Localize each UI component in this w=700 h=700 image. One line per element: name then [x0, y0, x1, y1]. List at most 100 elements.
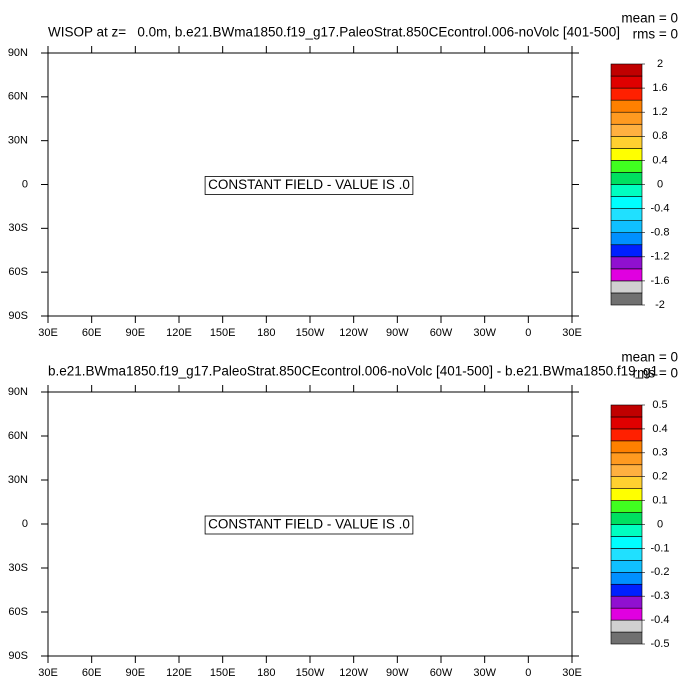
- colorbar-box: [610, 148, 643, 161]
- colorbar-box: [610, 428, 643, 442]
- colorbar-box: [610, 280, 643, 294]
- colorbar-label: -0.4: [651, 614, 670, 626]
- x-tick-label: 30W: [473, 327, 496, 339]
- colorbar-box: [610, 476, 643, 489]
- colorbar-label: -0.5: [651, 638, 670, 650]
- mean-label: mean = 0: [621, 350, 678, 365]
- colorbar-box: [610, 220, 643, 233]
- colorbar-box: [610, 292, 643, 306]
- x-tick-label: 30E: [38, 667, 58, 679]
- x-tick-label: 150E: [210, 327, 236, 339]
- colorbar-box: [610, 172, 643, 185]
- colorbar-label: 0.1: [652, 495, 667, 507]
- x-tick-label: 150W: [296, 327, 325, 339]
- x-tick-label: 120W: [339, 327, 368, 339]
- x-tick-label: 90W: [386, 667, 409, 679]
- colorbar-box: [610, 208, 643, 221]
- x-tick-label: 180: [257, 667, 275, 679]
- colorbar-label: 0.8: [652, 130, 667, 142]
- colorbar-box: [610, 583, 643, 597]
- colorbar-box: [610, 416, 643, 430]
- colorbar-label: 1.6: [652, 82, 667, 94]
- colorbar-label: -0.1: [651, 542, 670, 554]
- x-tick-label: 0: [525, 667, 531, 679]
- x-tick-label: 90E: [126, 667, 146, 679]
- colorbar-box: [610, 536, 643, 549]
- colorbar-box: [610, 136, 643, 149]
- colorbar-box: [610, 464, 643, 477]
- mean-label: mean = 0: [621, 11, 678, 26]
- y-tick-label: 0: [22, 518, 28, 530]
- x-tick-label: 90W: [386, 327, 409, 339]
- annotation: CONSTANT FIELD - VALUE IS .0: [208, 517, 410, 532]
- colorbar-box: [610, 524, 643, 537]
- x-tick-label: 60W: [430, 327, 453, 339]
- colorbar-box: [610, 404, 643, 418]
- colorbar-label: -0.3: [651, 590, 670, 602]
- colorbar-box: [610, 488, 643, 501]
- x-tick-label: 30E: [562, 327, 582, 339]
- colorbar-box: [610, 160, 643, 173]
- colorbar-label: -1.6: [651, 275, 670, 287]
- x-tick-label: 30E: [562, 667, 582, 679]
- annotation: CONSTANT FIELD - VALUE IS .0: [208, 177, 410, 192]
- colorbar-box: [610, 75, 643, 89]
- colorbar-box: [610, 595, 643, 609]
- y-tick-label: 30N: [8, 135, 28, 147]
- colorbar-label: -2: [655, 299, 665, 311]
- y-tick-label: 90N: [8, 47, 28, 59]
- colorbar-label: 0.5: [652, 399, 667, 411]
- colorbar-box: [610, 268, 643, 282]
- colorbar-box: [610, 123, 643, 137]
- colorbar-box: [610, 607, 643, 621]
- y-tick-label: 60S: [8, 266, 28, 278]
- colorbar-label: -0.2: [651, 566, 670, 578]
- plot-title: b.e21.BWma1850.f19_g17.PaleoStrat.850CEc…: [48, 364, 658, 379]
- colorbar-label: 0.3: [652, 447, 667, 459]
- x-tick-label: 30W: [473, 667, 496, 679]
- plot-title: WISOP at z= 0.0m, b.e21.BWma1850.f19_g17…: [48, 25, 620, 40]
- x-tick-label: 120E: [166, 667, 192, 679]
- colorbar-box: [610, 244, 643, 258]
- x-tick-label: 150W: [296, 667, 325, 679]
- y-tick-label: 30S: [8, 222, 28, 234]
- colorbar-box: [610, 440, 643, 454]
- colorbar-box: [610, 99, 643, 113]
- colorbar-label: 0.4: [652, 154, 667, 166]
- colorbar-label: 1.2: [652, 106, 667, 118]
- colorbar-box: [610, 452, 643, 466]
- y-tick-label: 60S: [8, 606, 28, 618]
- y-tick-label: 30N: [8, 474, 28, 486]
- colorbar-box: [610, 500, 643, 513]
- colorbar-box: [610, 512, 643, 525]
- colorbar-box: [610, 631, 643, 645]
- annotation-box: [204, 176, 414, 195]
- x-tick-label: 0: [525, 327, 531, 339]
- colorbar-box: [610, 184, 643, 197]
- colorbar-label: -0.8: [651, 227, 670, 239]
- x-tick-label: 120E: [166, 327, 192, 339]
- colorbar-box: [610, 548, 643, 561]
- colorbar-box: [610, 111, 643, 125]
- annotation-box: [204, 515, 414, 535]
- colorbar-label: 0: [657, 178, 663, 190]
- colorbar-label: 0.2: [652, 471, 667, 483]
- y-tick-label: 60N: [8, 91, 28, 103]
- colorbar-box: [610, 87, 643, 101]
- x-tick-label: 60E: [82, 667, 102, 679]
- colorbar-box: [610, 571, 643, 585]
- y-tick-label: 0: [22, 178, 28, 190]
- x-tick-label: 150E: [210, 667, 236, 679]
- colorbar-label: 0: [657, 518, 663, 530]
- y-tick-label: 90S: [8, 650, 28, 662]
- x-tick-label: 120W: [339, 667, 368, 679]
- colorbar-label: -1.2: [651, 251, 670, 263]
- colorbar-box: [610, 560, 643, 573]
- colorbar-label: 0.4: [652, 423, 667, 435]
- colorbar-box: [610, 63, 643, 77]
- x-tick-label: 90E: [126, 327, 146, 339]
- colorbar-box: [610, 256, 643, 270]
- y-tick-label: 90N: [8, 386, 28, 398]
